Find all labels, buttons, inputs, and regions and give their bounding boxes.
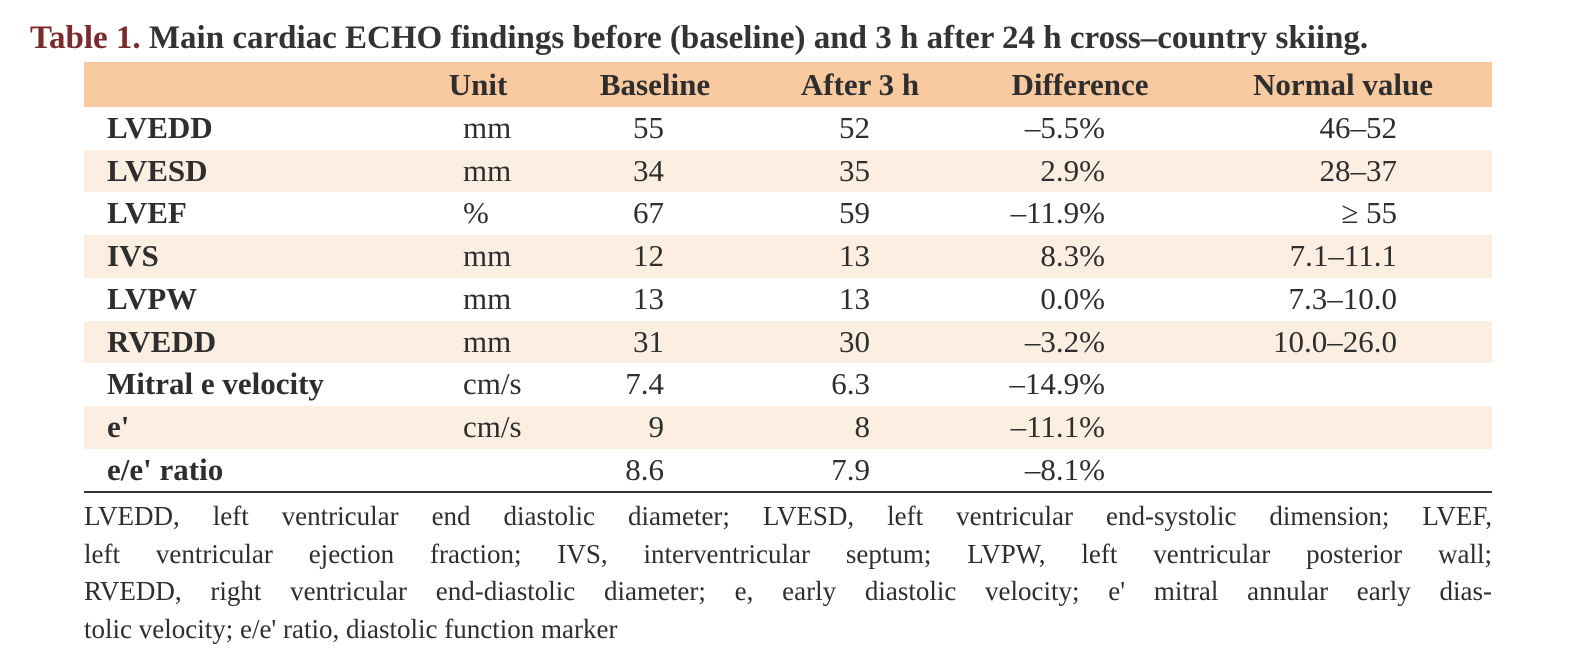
- header-cell: Difference: [1011, 67, 1149, 102]
- table-row: LVEDD mm 55 52 –5.5% 46–52: [84, 107, 1492, 150]
- table-cell: 7.3–10.0: [1288, 280, 1398, 316]
- table-cell: mm: [463, 323, 512, 359]
- table-cell: 9: [648, 408, 665, 444]
- table-row: e' cm/s 9 8 –11.1%: [84, 405, 1492, 449]
- table-cell: 46–52: [1319, 110, 1398, 145]
- table-row: LVESD mm 34 35 2.9% 28–37: [84, 149, 1492, 193]
- table-cell: 7.9: [831, 451, 870, 487]
- table-cell: 12: [633, 238, 664, 274]
- table-row: LVEF% 67 59 –11.9% ≥ 55: [84, 192, 1492, 236]
- table-cell: 67: [633, 195, 664, 231]
- row-label: LVESD: [107, 152, 208, 188]
- table-cell: 13: [839, 280, 870, 316]
- table-cell: mm: [463, 152, 512, 188]
- table-cell: –11.9%: [1010, 195, 1105, 231]
- footnote-line: LVEDD, left ventricular end diastolic di…: [84, 501, 1492, 531]
- table-cell: cm/s: [463, 408, 522, 444]
- row-label: IVS: [107, 238, 159, 274]
- table-cell: –14.9%: [1009, 366, 1105, 402]
- footnote-line: tolic velocity; e/e' ratio, diastolic fu…: [84, 613, 618, 644]
- table-row: e/e' ratio 8.6 7.9 –8.1%: [84, 448, 1492, 492]
- table-row: RVEDD mm 31 30 –3.2% 10.0–26.0: [84, 320, 1492, 364]
- table-cell: 52: [839, 110, 870, 145]
- table-label: Table 1.: [30, 20, 141, 56]
- row-label: LVEF: [107, 195, 187, 231]
- row-label: e/e' ratio: [107, 451, 224, 487]
- table-cell: 28–37: [1319, 152, 1398, 188]
- table-cell: cm/s: [463, 366, 522, 402]
- header-cell: Unit: [448, 67, 508, 102]
- footnote-line: RVEDD, right ventricular end-diastolic d…: [84, 576, 1492, 606]
- table-caption: Main cardiac ECHO findings before (basel…: [148, 20, 1369, 56]
- table-cell: –5.5%: [1024, 110, 1105, 145]
- bottom-rule: [84, 491, 1492, 493]
- row-label: LVPW: [107, 280, 198, 316]
- table-cell: 7.4: [625, 366, 664, 402]
- table-row: IVS mm 12 13 8.3% 7.1–11.1: [84, 235, 1492, 278]
- table-cell: mm: [463, 110, 512, 145]
- table-row: Mitral e velocity cm/s 7.4 6.3 –14.9%: [84, 363, 1492, 406]
- row-label: Mitral e velocity: [107, 366, 324, 402]
- table-row: LVPW mm 13 13 0.0% 7.3–10.0: [84, 277, 1492, 321]
- table-cell: –11.1%: [1010, 408, 1105, 444]
- table-cell: 10.0–26.0: [1273, 323, 1397, 359]
- table-cell: 8.3%: [1040, 238, 1105, 274]
- table-cell: 6.3: [831, 366, 870, 402]
- footnote-line: left ventricular ejection fraction; IVS,…: [84, 538, 1492, 569]
- table-cell: 7.1–11.1: [1289, 238, 1397, 274]
- table-cell: 30: [839, 323, 870, 359]
- row-label: e': [107, 408, 130, 444]
- table-cell: –3.2%: [1024, 323, 1105, 359]
- table-cell: 8: [854, 408, 871, 444]
- table-cell: 8.6: [625, 451, 664, 487]
- table-cell: 35: [839, 152, 870, 188]
- row-label: RVEDD: [107, 323, 217, 359]
- header-cell: Baseline: [599, 67, 711, 102]
- row-label: LVEDD: [107, 110, 213, 145]
- header-row: Unit Baseline After 3 h Difference Normal va…: [84, 62, 1492, 107]
- table-cell: mm: [463, 280, 512, 316]
- table-cell: 31: [633, 323, 664, 359]
- table-cell: 13: [633, 280, 664, 316]
- table-title: Table 1. Main cardiac ECHO findings befo…: [30, 18, 1368, 58]
- table-cell: mm: [463, 238, 512, 274]
- header-cell: Normal value: [1253, 67, 1433, 102]
- table-cell: 13: [839, 238, 870, 274]
- table-cell: ≥ 55: [1341, 195, 1397, 231]
- table-cell: –8.1%: [1024, 451, 1105, 487]
- table-cell: 59: [839, 195, 870, 231]
- table-cell: 34: [633, 152, 664, 188]
- header-cell: After 3 h: [800, 67, 920, 102]
- table-cell: 2.9%: [1040, 152, 1105, 188]
- table-cell: 0.0%: [1040, 280, 1105, 316]
- table-cell: 55: [633, 110, 664, 145]
- table-cell: %: [463, 195, 489, 231]
